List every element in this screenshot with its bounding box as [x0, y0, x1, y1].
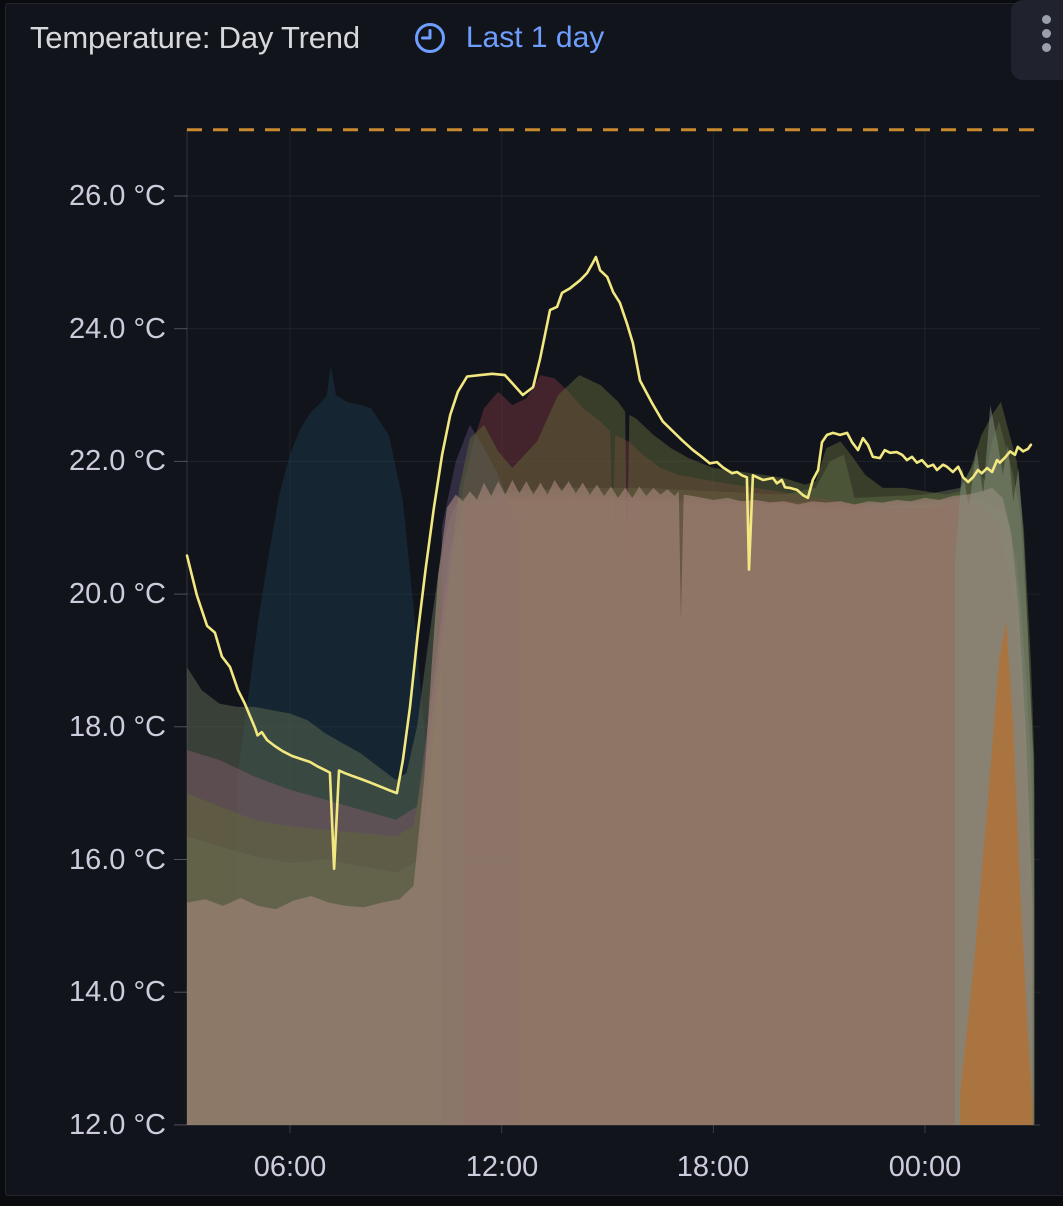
time-range-label: Last 1 day [465, 21, 605, 54]
kebab-menu-icon [1042, 15, 1051, 52]
y-axis-label: 26.0 °C [68, 180, 166, 212]
y-axis-label: 12.0 °C [68, 1109, 166, 1141]
x-axis-label: 12:00 [465, 1151, 539, 1183]
panel-menu-button[interactable] [1011, 0, 1063, 80]
panel-header: Temperature: Day Trend Last 1 day [30, 12, 604, 64]
y-axis-label: 24.0 °C [68, 313, 166, 345]
y-axis-label: 20.0 °C [68, 578, 166, 610]
temperature-line [185, 255, 1033, 871]
time-range-picker[interactable]: Last 1 day [412, 20, 604, 56]
y-axis-label: 16.0 °C [68, 844, 166, 876]
x-axis-label: 00:00 [888, 1151, 962, 1183]
y-axis-label: 22.0 °C [68, 445, 166, 477]
clock-icon [412, 20, 448, 56]
x-axis-label: 06:00 [253, 1151, 327, 1183]
area-series-rose-gray-main [187, 480, 1033, 1125]
area-series-orange [960, 620, 1033, 1125]
y-axis-label: 14.0 °C [68, 976, 166, 1008]
x-axis-label: 18:00 [676, 1151, 750, 1183]
panel-title: Temperature: Day Trend [30, 20, 360, 55]
y-axis-label: 18.0 °C [68, 711, 166, 743]
